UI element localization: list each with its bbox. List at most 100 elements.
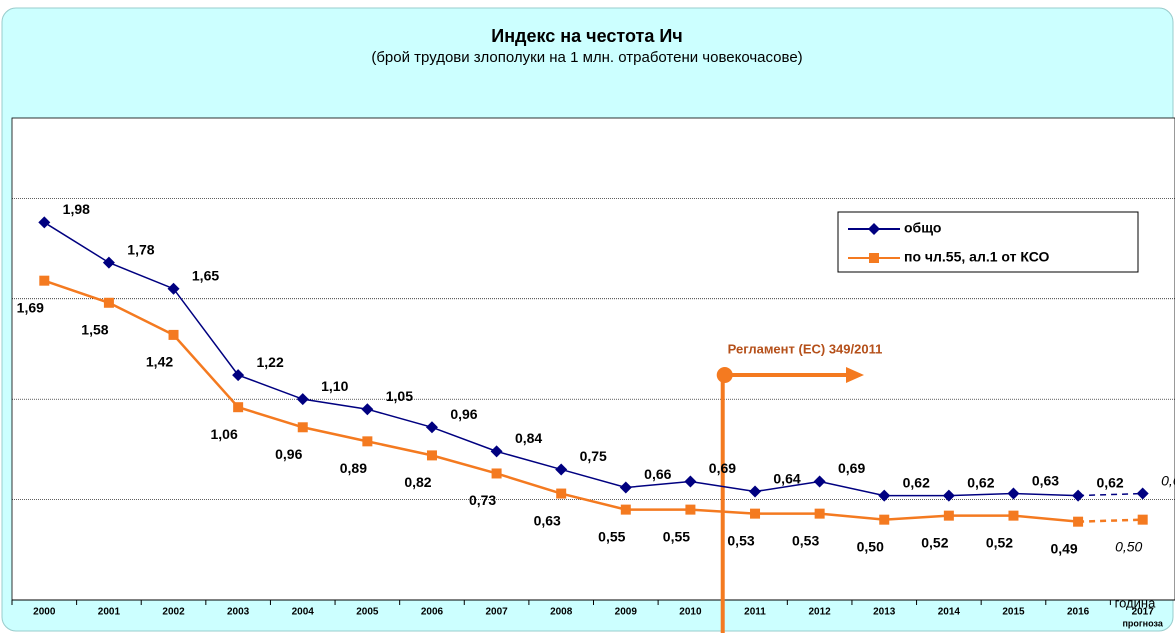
data-label: 0,55 [663, 528, 690, 544]
marker [943, 510, 954, 521]
x-tick-label: 2010 [679, 607, 702, 618]
marker [750, 508, 761, 519]
data-label: 1,42 [146, 354, 173, 370]
data-label: 1,05 [386, 388, 413, 404]
x-tick-label: 2000 [33, 607, 56, 618]
x-tick-label: 2003 [227, 607, 250, 618]
data-label: 0,96 [450, 406, 477, 422]
x-tick-label: 2001 [98, 607, 121, 618]
data-label: 0,50 [857, 538, 884, 554]
marker [1007, 487, 1020, 500]
data-label: 1,98 [63, 201, 90, 217]
annotation-text: Регламент (ЕС) 349/2011 [728, 341, 883, 356]
x-tick-label: 2008 [550, 607, 573, 618]
x-tick-label: 2005 [356, 607, 379, 618]
marker [233, 402, 244, 413]
data-label: 0,96 [275, 446, 302, 462]
data-label: 0,73 [469, 492, 496, 508]
marker [39, 275, 50, 286]
x-axis-label: година [1115, 595, 1156, 610]
data-label: 0,63 [534, 512, 561, 528]
data-label: 0,52 [986, 534, 1013, 550]
x-tick-label: 2004 [292, 607, 315, 618]
marker [1136, 487, 1149, 500]
data-label: 0,64 [773, 470, 800, 486]
marker [1008, 510, 1019, 521]
marker [942, 489, 955, 502]
marker [296, 393, 309, 406]
marker [167, 282, 180, 295]
x-tick-label: 2007 [485, 607, 508, 618]
x-tick-label: 2016 [1067, 607, 1090, 618]
marker [878, 489, 891, 502]
marker [491, 468, 502, 479]
data-label: 0,82 [404, 474, 431, 490]
chart-subtitle: (брой трудови злополуки на 1 млн. отрабо… [371, 49, 802, 66]
data-label: 0,66 [644, 466, 671, 482]
marker [425, 421, 438, 434]
data-label: 0,55 [598, 528, 625, 544]
legend-box [837, 211, 1139, 273]
data-label: 0,69 [709, 460, 736, 476]
data-label: 1,10 [321, 378, 348, 394]
x-tick-label: 2014 [938, 607, 961, 618]
data-label: 1,58 [81, 321, 108, 337]
legend-marker [868, 223, 880, 235]
data-label: 0,52 [921, 534, 948, 550]
forecast-label: прогноза [1123, 618, 1164, 628]
data-label: 1,22 [257, 354, 284, 370]
data-label: 1,06 [211, 426, 238, 442]
x-tick-label: 2011 [744, 607, 766, 618]
x-tick-label: 2009 [615, 607, 638, 618]
marker [362, 436, 373, 447]
legend-label: общо [904, 220, 941, 236]
marker [556, 488, 567, 499]
data-label: 0,62 [1096, 474, 1123, 490]
data-label: 0,84 [515, 430, 542, 446]
x-tick-label: 2013 [873, 607, 896, 618]
marker [1072, 489, 1085, 502]
marker [1137, 514, 1148, 525]
marker [103, 297, 114, 308]
marker [685, 504, 696, 515]
marker [619, 481, 632, 494]
annotation-arrowhead [846, 367, 864, 383]
data-label: 0,62 [903, 474, 930, 490]
annotation-dot [716, 367, 733, 383]
marker [232, 369, 245, 382]
data-label: 0,63 [1161, 472, 1175, 488]
data-label: 0,49 [1050, 540, 1077, 556]
marker [490, 445, 503, 458]
chart-title: Индекс на честота Ич [491, 26, 683, 46]
marker [879, 514, 890, 525]
marker [168, 329, 179, 340]
x-tick-label: 2017 [1132, 607, 1155, 618]
data-label: 0,53 [727, 532, 754, 548]
marker [38, 216, 51, 229]
data-label: 0,50 [1115, 538, 1142, 554]
x-tick-label: 2006 [421, 607, 444, 618]
marker [813, 475, 826, 488]
legend-marker [869, 253, 879, 263]
marker [620, 504, 631, 515]
marker [555, 463, 568, 476]
data-label: 0,69 [838, 460, 865, 476]
legend-label: по чл.55, ал.1 от КСО [904, 249, 1049, 265]
x-tick-label: 2002 [162, 607, 185, 618]
marker [814, 508, 825, 519]
plot-area [11, 117, 1175, 601]
marker [102, 256, 115, 269]
marker [749, 485, 762, 498]
marker [297, 422, 308, 433]
data-label: 1,78 [127, 241, 154, 257]
data-label: 0,53 [792, 532, 819, 548]
data-label: 0,62 [967, 474, 994, 490]
x-tick-label: 2015 [1002, 607, 1025, 618]
data-label: 1,65 [192, 267, 219, 283]
marker [1073, 516, 1084, 527]
data-label: 0,63 [1032, 472, 1059, 488]
data-label: 1,69 [17, 299, 44, 315]
marker [361, 403, 374, 416]
marker [426, 450, 437, 461]
